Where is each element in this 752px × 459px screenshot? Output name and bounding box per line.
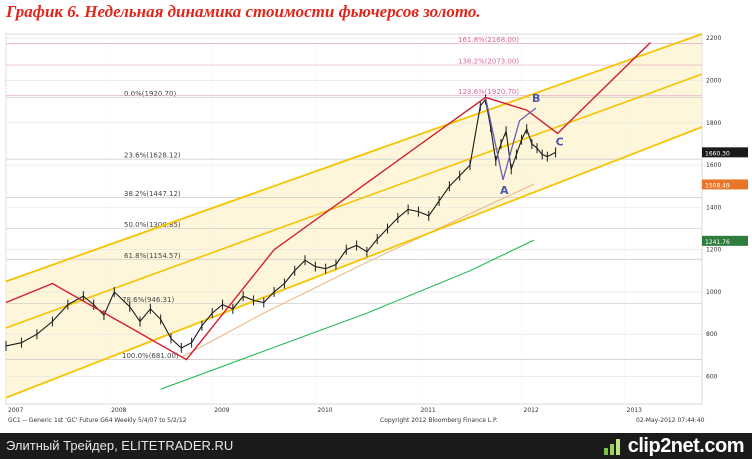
price-badge-label: 1241.76 — [705, 239, 730, 246]
clip2net-logo-text: clip2net.com — [627, 434, 745, 457]
channel-line-lower — [5, 126, 703, 399]
x-tick-label: 2013 — [627, 407, 642, 414]
timestamp-text: 02-May-2012 07:44:40 — [636, 417, 705, 424]
price-badge — [702, 179, 748, 190]
y-tick-label: 2200 — [706, 35, 721, 42]
series-info-text: GC1 -- Generic 1st 'GC' Future G64 Weekl… — [8, 417, 187, 424]
y-tick-label: 1400 — [706, 204, 721, 211]
copyright-text: Copyright 2012 Bloomberg Finance L.P. — [380, 417, 498, 424]
footer-bar: Элитный Трейдер, ELITETRADER.RU clip2net… — [0, 433, 752, 459]
fib-level-label: 61.8%(1154.57) — [124, 252, 181, 260]
y-tick-label: 600 — [706, 374, 718, 381]
clip2net-icon — [603, 439, 620, 455]
chart-svg: 0.0%(1920.70) 23.6%(1628.12) 38.2%(1447.12… — [5, 33, 748, 424]
y-tick-label: 1600 — [706, 162, 721, 169]
y-tick-label: 800 — [706, 331, 718, 338]
price-badge-label: 1660.30 — [705, 150, 730, 157]
x-tick-label: 2007 — [8, 407, 23, 414]
chart-title: График 6. Недельная динамика стоимости ф… — [6, 2, 481, 21]
x-tick-label: 2009 — [214, 407, 229, 414]
fib-level-label: 50.0%(1300.85) — [124, 221, 181, 229]
moving-average-line — [181, 183, 535, 358]
fib-level-label: 123.6%(1920.70) — [458, 88, 519, 96]
y-tick-label: 1800 — [706, 120, 721, 127]
price-line — [5, 98, 556, 349]
clip2net-logo[interactable]: clip2net.com — [603, 434, 745, 458]
x-tick-label: 2012 — [524, 407, 539, 414]
fib-level-label: 23.6%(1628.12) — [124, 152, 181, 160]
moving-average-line — [160, 239, 535, 390]
wave-label: A — [500, 184, 509, 197]
red-trend-line — [5, 41, 651, 361]
channel-line-middle — [5, 73, 703, 329]
fib-level-label: 100.0%(681.00) — [122, 352, 179, 360]
fib-level-label: 138.2%(2073.00) — [458, 58, 519, 66]
x-tick-label: 2010 — [317, 407, 332, 414]
x-tick-label: 2011 — [420, 407, 435, 414]
fib-level-label: 0.0%(1920.70) — [124, 90, 176, 98]
channel-fill — [6, 34, 702, 398]
x-tick-label: 2008 — [111, 407, 126, 414]
fib-level-label: 38.2%(1447.12) — [124, 190, 181, 198]
fib-level-label: 161.8%(2168.00) — [458, 36, 519, 44]
abc-wave-line — [484, 97, 537, 181]
price-badge — [702, 235, 748, 246]
price-badge — [702, 147, 748, 158]
y-tick-label: 1200 — [706, 247, 721, 254]
wave-label: C — [556, 135, 564, 148]
channel-line-upper — [5, 33, 703, 283]
footer-source-text: Элитный Трейдер, ELITETRADER.RU — [6, 438, 234, 453]
fib-level-label: 78.6%(946.31) — [122, 296, 174, 304]
price-badge-label: 1508.49 — [705, 182, 730, 189]
y-tick-label: 1000 — [706, 289, 721, 296]
y-tick-label: 2000 — [706, 78, 721, 85]
wave-label: B — [532, 92, 540, 105]
